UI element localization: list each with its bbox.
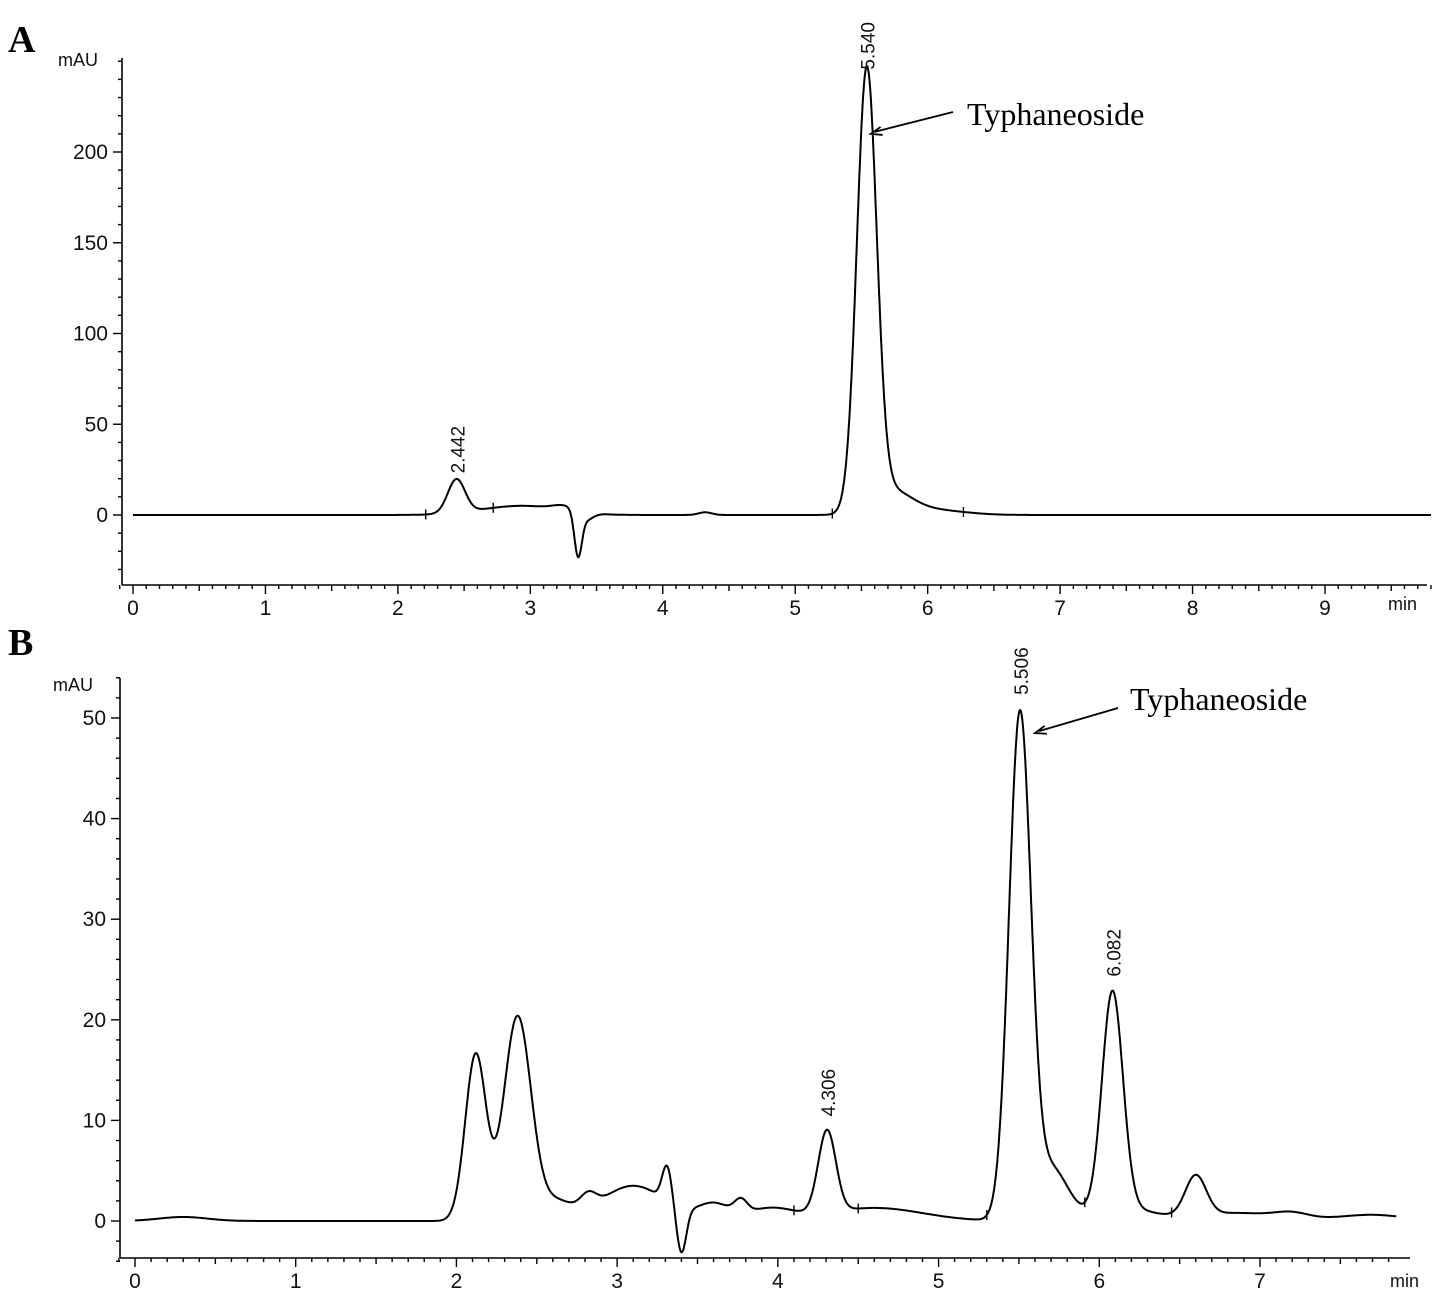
panel-b-axes (119, 678, 1410, 1259)
x-tick-label: 8 (1187, 597, 1199, 620)
panel-b-peak-labels: 4.306 5.506 6.082 (819, 647, 1125, 1116)
y-tick-label: 50 (83, 707, 106, 730)
annotation-arrowhead (1032, 725, 1048, 735)
annotation-arrow-line (874, 111, 954, 133)
peak-retention-label: 5.506 (1012, 647, 1033, 695)
panel-a-integration-marks (425, 502, 965, 520)
annotation-arrow-line (1038, 707, 1119, 732)
annotation-arrowhead (868, 126, 883, 136)
panel-b-annotations: Typhaneoside (1032, 681, 1307, 735)
x-tick-label: 2 (392, 597, 404, 620)
panel-a-ticks (113, 60, 1432, 594)
x-tick-label: 7 (1054, 597, 1066, 620)
peak-retention-label: 4.306 (819, 1069, 840, 1117)
panel-a-annotations: Typhaneoside (868, 96, 1144, 136)
panel-a-peak-labels: 2.442 5.540 (448, 22, 879, 473)
x-tick-label: 4 (772, 1270, 784, 1293)
peak-retention-label: 6.082 (1104, 929, 1125, 977)
panel-a-y-unit: mAU (58, 50, 98, 70)
panel-b-ticks (111, 677, 1390, 1267)
panel-a-axes (121, 58, 1427, 586)
panel-b-tick-labels: 0 1 2 3 4 5 6 7 0 10 20 30 40 50 (83, 707, 1266, 1293)
y-tick-label: 20 (83, 1009, 106, 1032)
x-tick-label: 7 (1254, 1270, 1266, 1293)
y-tick-label: 150 (73, 232, 108, 255)
x-tick-label: 1 (290, 1270, 302, 1293)
compound-annotation: Typhaneoside (1130, 681, 1307, 717)
panel-b-integration-marks (793, 1197, 1173, 1221)
x-tick-label: 4 (657, 597, 669, 620)
panel-a-tick-labels: 0 1 2 3 4 5 6 7 8 9 0 50 100 150 200 (73, 141, 1331, 620)
x-tick-label: 5 (789, 597, 801, 620)
x-tick-label: 6 (922, 597, 934, 620)
chromatogram-panel-b: B mAU min 0 1 2 3 4 5 6 7 0 10 20 30 40 50 4.306 5.506… (8, 622, 1419, 1293)
peak-retention-label: 5.540 (859, 22, 880, 70)
panel-b-trace (134, 709, 1397, 1254)
y-tick-label: 10 (83, 1109, 106, 1132)
peak-retention-label: 2.442 (448, 426, 469, 474)
x-tick-label: 6 (1093, 1270, 1105, 1293)
y-tick-label: 0 (96, 504, 108, 527)
x-tick-label: 5 (933, 1270, 945, 1293)
chromatogram-panel-a: A mAU min 0 1 2 3 4 5 6 7 8 9 0 50 100 150 200 2.442 5.… (8, 19, 1432, 620)
y-tick-label: 40 (83, 808, 106, 831)
x-tick-label: 0 (129, 1270, 141, 1293)
x-tick-label: 3 (611, 1270, 623, 1293)
x-tick-label: 3 (524, 597, 536, 620)
panel-b-x-unit: min (1390, 1271, 1419, 1291)
x-tick-label: 1 (260, 597, 272, 620)
panel-b-letter: B (8, 622, 33, 664)
compound-annotation: Typhaneoside (967, 96, 1144, 132)
panel-a-trace (132, 65, 1432, 559)
x-tick-label: 0 (127, 597, 139, 620)
panel-a-x-unit: min (1388, 594, 1417, 614)
y-tick-label: 100 (73, 323, 108, 346)
y-tick-label: 0 (94, 1210, 106, 1233)
y-tick-label: 200 (73, 141, 108, 164)
panel-a-letter: A (8, 19, 36, 61)
x-tick-label: 2 (451, 1270, 463, 1293)
y-tick-label: 30 (83, 908, 106, 931)
x-tick-label: 9 (1319, 597, 1331, 620)
y-tick-label: 50 (85, 413, 108, 436)
panel-b-y-unit: mAU (53, 675, 93, 695)
